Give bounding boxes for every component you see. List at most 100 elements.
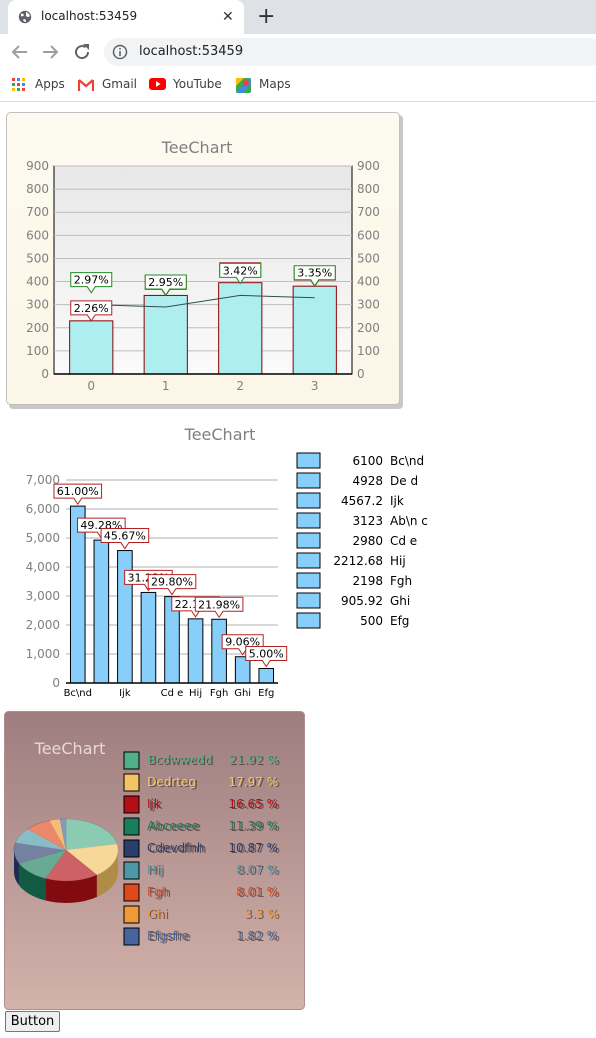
y-tick-label: 500 (26, 251, 49, 265)
legend-swatch (123, 817, 140, 836)
bar-mark-box (221, 634, 264, 656)
url-text: localhost:53459 (139, 44, 244, 59)
reload-icon[interactable] (70, 40, 94, 64)
forward-arrow-icon[interactable] (38, 40, 62, 64)
legend-swatch (123, 795, 140, 814)
legend-percent: 1.82 % (236, 929, 278, 943)
legend-percent: 21.92 % (228, 753, 278, 767)
legend-label-shadow: Dedrteg (149, 776, 198, 790)
legend-label-shadow: Ghi (149, 908, 169, 922)
legend-percent-shadow: 16.65 % (230, 798, 280, 812)
y-tick-label: 700 (26, 205, 49, 219)
legend-value: 4928 (352, 474, 383, 488)
legend-label: Bc\nd (390, 454, 424, 468)
legend-percent: 3.3 % (244, 907, 278, 921)
x-tick-label: Efg (258, 688, 274, 699)
y-tick-label: 100 (26, 344, 49, 358)
pie-slice (59, 818, 67, 851)
legend-percent-shadow: 8.07 % (238, 864, 280, 878)
legend-swatch (296, 472, 321, 489)
legend-percent-shadow: 3.3 % (246, 908, 280, 922)
legend-swatch (123, 839, 140, 858)
legend-swatch (296, 612, 321, 629)
legend-swatch (123, 773, 140, 792)
x-tick-label: Ijk (119, 688, 131, 699)
bar-mark: 2.26% (74, 302, 109, 315)
line-mark: 3.42% (223, 264, 258, 277)
legend-label: Abceeee (147, 819, 199, 833)
legend-label-shadow: Efgsfre (149, 930, 191, 944)
bookmark-apps[interactable]: Apps (12, 76, 67, 96)
pie-slice (65, 818, 118, 851)
bar-mark-box (194, 596, 244, 619)
legend-swatch (296, 452, 321, 469)
bookmark-gmail[interactable]: Gmail (78, 76, 138, 96)
legend-swatch (123, 861, 140, 880)
bar-mark: 45.67% (104, 530, 146, 543)
pie-slice (65, 843, 119, 876)
browser-tab[interactable]: localhost:53459 ✕ (8, 0, 244, 34)
y2-tick-label: 700 (357, 205, 380, 219)
globe-icon (18, 10, 32, 24)
back-arrow-icon[interactable] (8, 40, 32, 64)
bar (258, 668, 275, 684)
y2-tick-label: 900 (357, 159, 380, 173)
legend-label: Cd e (390, 534, 417, 548)
bar (93, 539, 110, 684)
x-tick-label: Ghi (234, 688, 251, 699)
legend-swatch (296, 492, 321, 509)
tab-title: localhost:53459 (41, 9, 138, 23)
legend-swatch (296, 572, 321, 589)
info-icon[interactable] (112, 44, 128, 60)
address-bar[interactable] (104, 38, 596, 66)
legend-label: Dedrteg (147, 775, 196, 789)
pie-slice-side (45, 874, 97, 903)
chart-1: TeeChart 2.26%3.38%4.11%3.92%2.97%2.95%3… (6, 112, 403, 409)
bar-mark-box (245, 646, 288, 668)
legend-percent-shadow: 10.87 % (230, 842, 280, 856)
y-tick-label: 5,000 (26, 531, 60, 545)
bookmark-youtube[interactable]: YouTube (149, 76, 224, 96)
legend-value: 4567.2 (341, 494, 383, 508)
chart-title: TeeChart (161, 138, 233, 157)
youtube-icon (149, 78, 166, 90)
legend-label: Cdevdfnh (147, 841, 205, 855)
legend-value: 500 (360, 614, 383, 628)
x-tick-label: Cd e (161, 688, 184, 699)
legend-percent: 11.39 % (228, 819, 278, 833)
legend-label: Ghi (390, 594, 410, 608)
legend-label: Ab\n c (390, 514, 428, 528)
y2-tick-label: 500 (357, 251, 380, 265)
line-mark: 2.97% (74, 274, 109, 287)
page-button[interactable]: Button (5, 1011, 60, 1032)
legend-label-shadow: Hij (149, 864, 165, 878)
y-tick-label: 1,000 (26, 647, 60, 661)
legend-percent-shadow: 11.39 % (230, 820, 280, 834)
y-tick-label: 400 (26, 275, 49, 289)
new-tab-icon[interactable]: + (257, 4, 276, 29)
legend-label: Hij (390, 554, 406, 568)
bar (143, 294, 188, 375)
legend-label-shadow: Bcdwwedd (149, 754, 214, 768)
bookmark-maps[interactable]: Maps (236, 76, 291, 96)
legend-value: 905.92 (341, 594, 383, 608)
y-tick-label: 0 (52, 676, 60, 690)
legend-swatch (123, 927, 140, 946)
legend-value: 2212.68 (333, 554, 383, 568)
bar (140, 591, 157, 684)
y2-tick-label: 200 (357, 321, 380, 335)
legend-label: Fgh (147, 885, 169, 899)
close-tab-icon[interactable]: ✕ (222, 9, 234, 25)
legend-percent: 8.01 % (236, 885, 278, 899)
pie-3d (13, 818, 119, 903)
maps-icon (236, 78, 251, 93)
line-mark-box (144, 274, 187, 296)
legend-value: 6100 (352, 454, 383, 468)
legend-label-shadow: Fgh (149, 886, 171, 900)
legend-swatch (296, 592, 321, 609)
bar (218, 282, 263, 375)
line-mark-box (70, 272, 113, 294)
y-tick-label: 3,000 (26, 589, 60, 603)
y-tick-label: 4,000 (26, 560, 60, 574)
